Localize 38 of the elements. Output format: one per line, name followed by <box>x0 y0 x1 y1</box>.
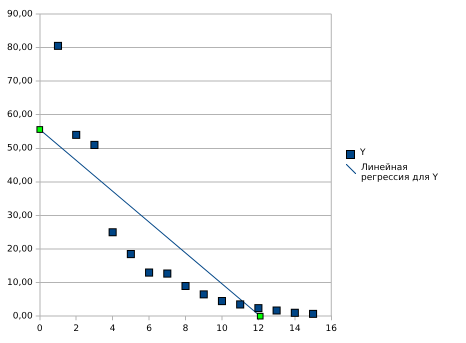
point <box>236 300 244 308</box>
x-tick-label: 6 <box>146 324 152 334</box>
point <box>272 306 281 315</box>
x-tick-label: 14 <box>289 324 301 334</box>
point <box>36 126 44 133</box>
x-tick-label: 2 <box>73 324 80 334</box>
x-tick-label: 10 <box>216 324 228 334</box>
point <box>254 304 262 312</box>
point <box>108 228 117 236</box>
y-tick-label: 10,00 <box>7 278 34 288</box>
point <box>54 42 62 50</box>
x-tick-label: 16 <box>326 324 338 334</box>
y-tick-label: 80,00 <box>7 42 34 53</box>
legend-label: Линейная регрессия для Y <box>361 163 439 183</box>
y-tick-label: 40,00 <box>7 177 34 188</box>
y-tick-label: 30,00 <box>7 210 34 221</box>
y-tick-label: 70,00 <box>7 76 34 86</box>
point <box>218 297 226 306</box>
point <box>72 130 80 139</box>
point <box>309 310 318 318</box>
point <box>200 290 208 298</box>
x-tick-label: 4 <box>110 324 116 334</box>
point <box>126 250 135 258</box>
y-tick-label: 0,00 <box>12 312 34 322</box>
point <box>290 308 299 317</box>
point <box>256 312 264 320</box>
point <box>145 268 154 277</box>
point <box>90 140 98 149</box>
y-tick-label: 50,00 <box>7 144 34 154</box>
point <box>181 282 190 290</box>
legend-label: Y <box>360 148 366 158</box>
point <box>163 270 172 278</box>
x-tick-label: 12 <box>252 324 264 334</box>
y-tick-label: 60,00 <box>7 110 34 120</box>
y-tick-label: 20,00 <box>7 244 34 254</box>
x-tick-label: 0 <box>36 324 43 334</box>
y-tick-label: 90,00 <box>7 9 34 20</box>
x-tick-label: 8 <box>182 324 189 334</box>
